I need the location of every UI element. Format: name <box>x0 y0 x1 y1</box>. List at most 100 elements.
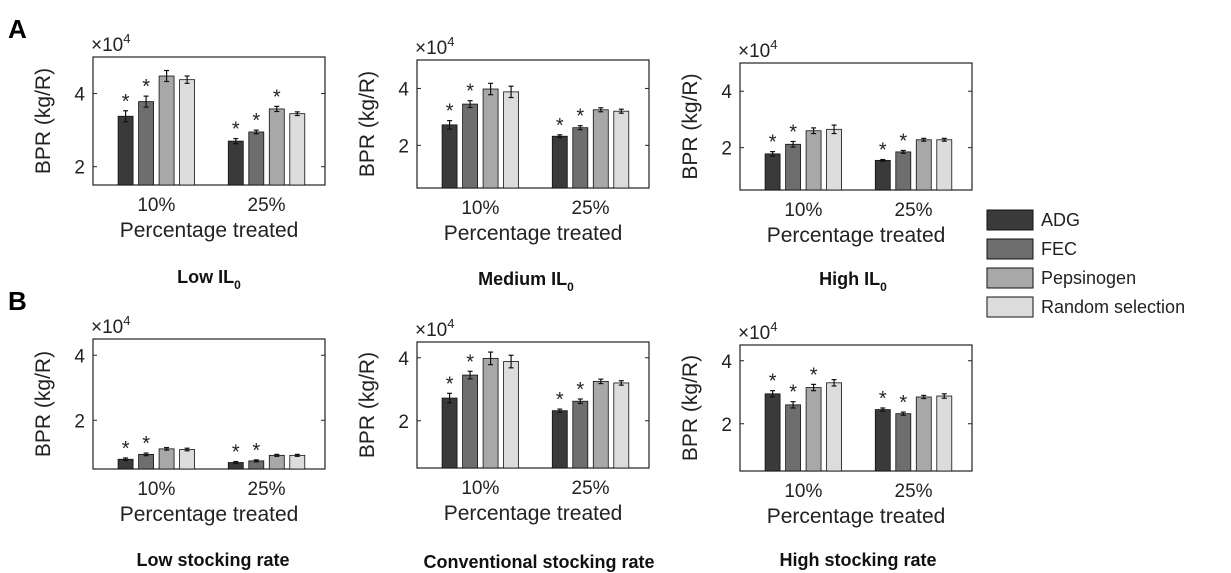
bar-pepsinogen <box>482 357 499 469</box>
y-tick-label: 4 <box>74 85 85 106</box>
plot-area <box>92 338 326 470</box>
y-axis-label: BPR (kg/R) <box>32 68 55 174</box>
bar-random-selection <box>289 454 306 470</box>
bar-pepsinogen <box>592 109 609 189</box>
significance-star: * <box>232 442 240 464</box>
x-axis-label: Percentage treated <box>767 505 946 528</box>
bar-fec <box>785 404 801 472</box>
x-tick-label: 10% <box>461 478 499 499</box>
x-tick-label: 10% <box>784 200 822 221</box>
significance-star: * <box>576 379 584 401</box>
bar-fec <box>572 127 589 189</box>
bar-random-selection <box>289 113 306 186</box>
bar-fec <box>572 400 589 469</box>
x-axis-label: Percentage treated <box>444 222 623 245</box>
x-tick-label: 25% <box>895 481 933 502</box>
bar-pepsinogen <box>915 396 932 472</box>
y-axis-label: BPR (kg/R) <box>356 352 379 458</box>
panel-label-b: B <box>8 286 27 316</box>
y-axis-label: BPR (kg/R) <box>32 351 55 457</box>
panel-caption: Low stocking rate <box>136 550 289 570</box>
legend-swatch <box>986 267 1034 289</box>
bar-random-selection <box>613 382 630 469</box>
x-tick-label: 10% <box>137 479 175 500</box>
bar-random-selection <box>179 79 195 186</box>
significance-star: * <box>789 382 797 404</box>
panel-caption: Medium IL0 <box>478 269 574 294</box>
significance-star: * <box>252 440 260 462</box>
bar-adg <box>441 124 458 189</box>
significance-star: * <box>122 438 130 460</box>
significance-star: * <box>789 121 797 143</box>
bar-pepsinogen <box>805 130 822 191</box>
bar-random-selection <box>826 128 842 191</box>
panel-caption: High IL0 <box>819 269 887 294</box>
significance-star: * <box>252 110 260 132</box>
bar-random-selection <box>503 361 519 469</box>
y-axis-label: BPR (kg/R) <box>356 71 379 177</box>
y-tick-label: 2 <box>721 415 732 436</box>
significance-star: * <box>556 389 564 411</box>
x-tick-label: 25% <box>895 200 933 221</box>
bar-adg <box>874 409 891 472</box>
panel-caption: High stocking rate <box>779 550 936 570</box>
legend: ADG FEC Pepsinogen Random selection <box>986 209 1185 318</box>
significance-star: * <box>446 101 454 123</box>
significance-star: * <box>232 119 240 141</box>
bar-pepsinogen <box>268 108 285 186</box>
bar-pepsinogen <box>592 380 609 469</box>
bar-pepsinogen <box>805 387 822 472</box>
significance-star: * <box>142 76 150 98</box>
bar-random-selection <box>613 110 630 189</box>
legend-label: Random selection <box>1041 297 1185 317</box>
bar-fec <box>462 374 478 469</box>
x-axis-label: Percentage treated <box>767 224 946 247</box>
y-tick-label: 4 <box>398 349 409 370</box>
bar-fec <box>138 453 154 470</box>
bar-pepsinogen <box>158 448 175 470</box>
bar-random-selection <box>936 395 953 472</box>
y-tick-label: 2 <box>74 158 85 179</box>
bar-adg <box>874 159 891 191</box>
bar-adg <box>764 153 781 191</box>
y-tick-label: 4 <box>721 82 732 103</box>
y-exponent-label: ×104 <box>91 313 130 338</box>
significance-star: * <box>879 388 887 410</box>
significance-star: * <box>879 140 887 162</box>
significance-star: * <box>466 351 474 373</box>
bar-pepsinogen <box>915 139 932 191</box>
legend-label: Pepsinogen <box>1041 268 1136 288</box>
y-exponent-label: ×104 <box>738 319 777 344</box>
legend-swatch <box>986 238 1034 260</box>
bar-fec <box>248 131 265 186</box>
bar-adg <box>227 140 244 186</box>
x-axis-label: Percentage treated <box>120 219 299 242</box>
y-exponent-label: ×104 <box>415 316 454 341</box>
y-exponent-label: ×104 <box>738 37 777 62</box>
chart-panel: 2 4 ×104 BPR (kg/R) * * 10% * * 25% Percentage tre… <box>356 316 655 572</box>
bar-fec <box>138 101 154 186</box>
x-tick-label: 10% <box>461 198 499 219</box>
bar-adg <box>117 115 134 186</box>
legend-label: FEC <box>1041 239 1077 259</box>
bar-adg <box>551 135 568 189</box>
legend-label: ADG <box>1041 210 1080 230</box>
bar-adg <box>441 397 458 469</box>
significance-star: * <box>810 364 818 386</box>
significance-star: * <box>446 373 454 395</box>
bar-pepsinogen <box>268 454 285 470</box>
bar-pepsinogen <box>158 75 175 186</box>
bar-random-selection <box>936 139 953 191</box>
bar-fec <box>462 103 478 189</box>
panel-caption: Low IL0 <box>177 267 241 292</box>
y-exponent-label: ×104 <box>415 34 454 59</box>
bar-fec <box>895 413 912 472</box>
significance-star: * <box>142 433 150 455</box>
bar-fec <box>895 151 912 191</box>
panel-label-a: A <box>8 14 27 44</box>
y-tick-label: 2 <box>398 136 409 157</box>
bar-fec <box>785 143 801 191</box>
legend-swatch <box>986 209 1034 231</box>
x-tick-label: 25% <box>572 478 610 499</box>
